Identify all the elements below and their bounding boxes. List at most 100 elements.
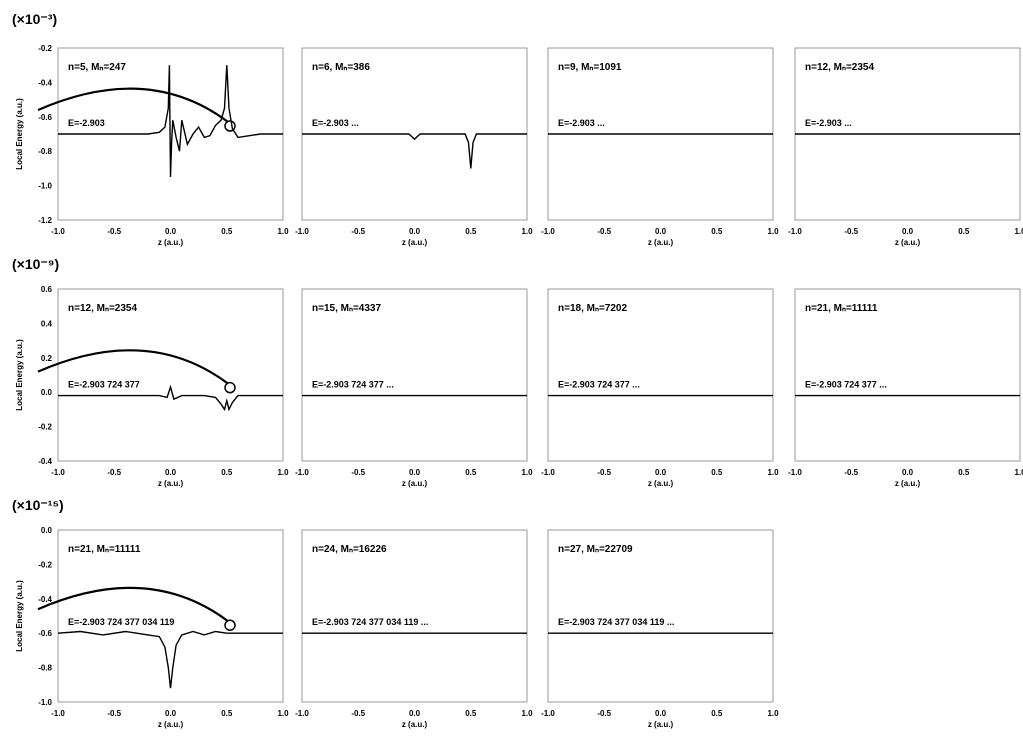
y-axis-label: Local Energy (a.u.): [15, 339, 24, 411]
x-tick-label: -0.5: [844, 468, 858, 477]
y-tick-label: 0.6: [41, 285, 53, 294]
x-tick-label: 1.0: [767, 709, 779, 718]
panel-row1-4: n=12, Mₙ=2354 E=-2.903 ... -1.0 -0.5 0.0 0.5 1…: [788, 47, 1023, 247]
x-tick-label: 1.0: [277, 709, 289, 718]
x-tick-label: 0.0: [655, 227, 667, 236]
x-tick-label: 1.0: [277, 468, 289, 477]
x-axis-label: z (a.u.): [648, 479, 674, 488]
x-tick-label: 0.5: [711, 468, 723, 477]
x-axis-label: z (a.u.): [895, 238, 921, 247]
panel-label: n=27, Mₙ=22709: [558, 544, 633, 555]
panel-row1-2: n=6, Mₙ=386 E=-2.903 ... -1.0 -0.5 0.0 0.5 1.0…: [295, 47, 533, 247]
panel-row2-4: n=21, Mₙ=11111 E=-2.903 724 377 ... -1.0 -0…: [788, 288, 1023, 488]
energy-label: E=-2.903 724 377 034 119 ...: [558, 617, 674, 627]
series-line: [58, 384, 283, 412]
y-axis-label: Local Energy (a.u.): [15, 580, 24, 652]
x-tick-label: 0.0: [655, 709, 667, 718]
energy-label: E=-2.903 724 377 034 119 ...: [312, 617, 428, 627]
panel-frame: [57, 529, 284, 703]
x-axis-label: z (a.u.): [895, 479, 921, 488]
panel-row1-3: n=9, Mₙ=1091 E=-2.903 ... -1.0 -0.5 0.0 0.5 1.…: [541, 47, 779, 247]
panel-frame: [547, 529, 774, 703]
energy-label: E=-2.903 724 377 034 119: [68, 617, 174, 627]
panel-row2-1: n=12, Mₙ=2354 E=-2.903 724 377 -1.0 -0.5 0.0…: [51, 288, 289, 488]
y-tick-label: -1.0: [38, 182, 52, 191]
x-tick-label: 0.5: [465, 468, 477, 477]
x-tick-label: -1.0: [295, 227, 309, 236]
x-tick-label: 0.0: [655, 468, 667, 477]
x-tick-label: 0.5: [465, 709, 477, 718]
x-tick-label: -0.5: [351, 709, 365, 718]
y-tick-label: 0.2: [41, 354, 53, 363]
x-tick-label: -1.0: [51, 227, 65, 236]
highlight-arrow: [37, 87, 229, 123]
x-axis-label: z (a.u.): [402, 720, 428, 729]
x-tick-label: -0.5: [351, 468, 365, 477]
panel-row3-3: n=27, Mₙ=22709 E=-2.903 724 377 034 119 .…: [541, 529, 779, 729]
y-tick-label: -0.8: [38, 664, 52, 673]
panel-label: n=12, Mₙ=2354: [805, 62, 874, 73]
x-tick-label: 1.0: [277, 227, 289, 236]
panel-frame: [301, 529, 528, 703]
x-tick-label: -1.0: [541, 709, 555, 718]
x-tick-label: 0.5: [465, 227, 477, 236]
x-tick-label: -0.5: [351, 227, 365, 236]
highlight-circle: [224, 381, 236, 394]
panel-row2-3: n=18, Mₙ=7202 E=-2.903 724 377 ... -1.0 -0.…: [541, 288, 779, 488]
x-tick-label: -0.5: [597, 709, 611, 718]
y-tick-label: -0.6: [38, 629, 52, 638]
y-tick-label: -0.2: [38, 423, 52, 432]
x-tick-label: 1.0: [767, 227, 779, 236]
x-axis-label: z (a.u.): [158, 720, 184, 729]
y-tick-label: -0.2: [38, 44, 52, 53]
x-tick-label: 0.5: [958, 468, 970, 477]
x-tick-label: -1.0: [51, 709, 65, 718]
series-line: [57, 630, 283, 689]
x-tick-label: 1.0: [521, 468, 533, 477]
panel-label: n=18, Mₙ=7202: [558, 303, 627, 314]
x-tick-label: 0.0: [165, 709, 177, 718]
highlight-arrow: [37, 349, 229, 385]
panel-row3-1: n=21, Mₙ=11111 E=-2.903 724 377 034 119 -1…: [51, 529, 289, 729]
x-tick-label: -0.5: [597, 227, 611, 236]
panel-frame: [547, 288, 774, 462]
x-tick-label: -1.0: [788, 227, 802, 236]
y-tick-label: -1.0: [38, 698, 52, 707]
y-tick-label: -1.2: [38, 216, 52, 225]
energy-label: E=-2.903 ...: [558, 118, 605, 128]
x-tick-label: -0.5: [597, 468, 611, 477]
panel-label: n=5, Mₙ=247: [68, 62, 126, 73]
y-tick-label: -0.6: [38, 113, 52, 122]
x-tick-label: 1.0: [1014, 468, 1023, 477]
highlight-arrow: [37, 586, 229, 623]
x-axis-label: z (a.u.): [648, 720, 674, 729]
x-tick-label: 0.0: [409, 709, 421, 718]
x-tick-label: -0.5: [107, 468, 121, 477]
panel-frame: [57, 288, 284, 462]
x-tick-label: 1.0: [767, 468, 779, 477]
x-tick-label: 0.5: [221, 227, 233, 236]
y-tick-label: -0.4: [38, 457, 52, 466]
y-tick-label: -0.4: [38, 78, 52, 87]
x-tick-label: 0.5: [711, 709, 723, 718]
x-axis-label: z (a.u.): [158, 479, 184, 488]
panel-label: n=9, Mₙ=1091: [558, 62, 622, 73]
panel-label: n=12, Mₙ=2354: [68, 303, 137, 314]
panel-frame: [794, 288, 1021, 462]
x-tick-label: -1.0: [541, 468, 555, 477]
y-tick-label: 0.0: [41, 526, 53, 535]
x-axis-label: z (a.u.): [402, 479, 428, 488]
panel-row3-2: n=24, Mₙ=16226 E=-2.903 724 377 034 119 .…: [295, 529, 533, 729]
x-tick-label: 0.5: [221, 709, 233, 718]
x-tick-label: 1.0: [521, 709, 533, 718]
energy-label: E=-2.903 724 377: [68, 380, 140, 390]
energy-label: E=-2.903 724 377 ...: [558, 380, 640, 390]
x-tick-label: -1.0: [51, 468, 65, 477]
x-tick-label: 1.0: [521, 227, 533, 236]
scale-label: (×10⁻³): [12, 11, 57, 27]
x-tick-label: -1.0: [788, 468, 802, 477]
x-tick-label: 0.0: [902, 227, 914, 236]
x-tick-label: -0.5: [107, 709, 121, 718]
energy-label: E=-2.903 ...: [805, 118, 852, 128]
x-tick-label: 0.5: [711, 227, 723, 236]
